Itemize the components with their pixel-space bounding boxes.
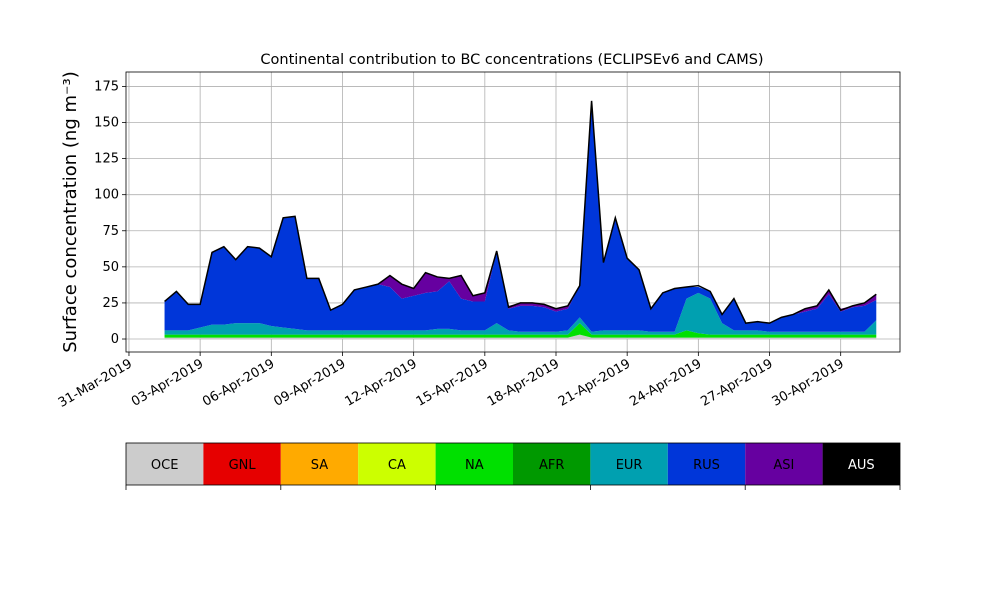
area-rus [164, 100, 877, 332]
chart-title: Continental contribution to BC concentra… [260, 52, 763, 68]
legend-swatch-oce [126, 443, 204, 485]
area-eur [164, 292, 877, 335]
y-tick-label: 125 [94, 152, 119, 167]
legend-swatch-ca [358, 443, 436, 485]
y-tick-label: 100 [94, 188, 119, 203]
legend-swatch-asi [745, 443, 823, 485]
legend-label-eur: EUR [616, 458, 643, 473]
legend-label-ca: CA [388, 458, 406, 473]
legend-label-sa: SA [311, 458, 328, 473]
y-axis-label: Surface concentration (ng m⁻³) [60, 71, 81, 353]
y-tick-label: 0 [111, 332, 119, 347]
legend-label-rus: RUS [693, 458, 720, 473]
legend-swatch-sa [280, 443, 359, 485]
legend-label-aus: AUS [848, 458, 875, 473]
y-tick-label: 175 [94, 79, 119, 94]
legend-swatch-eur [590, 443, 668, 485]
legend: OCE GNL SA CA NA AFR EUR RUS ASI AUS [125, 442, 901, 490]
y-tick-label: 75 [102, 224, 119, 239]
legend-swatch-afr [513, 443, 591, 485]
legend-swatch-rus [667, 443, 746, 485]
stacked-areas [164, 100, 877, 340]
y-tick-label: 50 [102, 260, 119, 275]
x-tick-label: 21-Apr-2019 [556, 356, 633, 409]
area-oce [164, 334, 877, 340]
x-tick-label: 15-Apr-2019 [414, 356, 491, 409]
legend-frame [125, 442, 901, 486]
legend-label-gnl: GNL [229, 458, 257, 473]
x-tick-label: 27-Apr-2019 [698, 356, 775, 409]
legend-swatch-gnl [203, 443, 281, 485]
legend-swatch-aus [822, 443, 900, 485]
x-tick-label: 31-Mar-2019 [56, 356, 135, 410]
legend-label-asi: ASI [773, 458, 794, 473]
y-tick-label: 25 [102, 296, 119, 311]
x-tick-label: 12-Apr-2019 [343, 356, 420, 409]
area-na [164, 323, 877, 338]
x-tick-label: 18-Apr-2019 [485, 356, 562, 409]
total-line [164, 100, 877, 324]
x-tick-label: 03-Apr-2019 [129, 356, 206, 409]
legend-label-oce: OCE [151, 458, 179, 473]
y-tick-label: 150 [94, 116, 119, 131]
legend-label-afr: AFR [539, 458, 564, 473]
legend-label-na: NA [465, 458, 484, 473]
x-tick-label: 06-Apr-2019 [200, 356, 277, 409]
x-tick-label: 09-Apr-2019 [271, 356, 348, 409]
x-tick-label: 24-Apr-2019 [627, 356, 704, 409]
plot-frame [125, 71, 901, 353]
x-tick-label: 30-Apr-2019 [770, 356, 847, 409]
legend-swatch-na [435, 443, 513, 485]
